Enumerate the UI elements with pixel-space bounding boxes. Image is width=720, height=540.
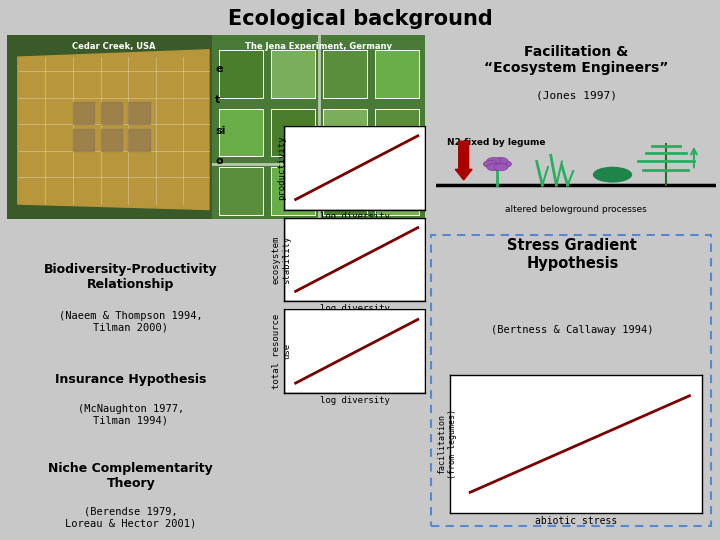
Ellipse shape bbox=[593, 167, 632, 183]
Text: Biodiversity-Productivity
Relationship: Biodiversity-Productivity Relationship bbox=[44, 262, 217, 291]
Polygon shape bbox=[18, 50, 209, 210]
Ellipse shape bbox=[494, 164, 508, 171]
Bar bbox=[375, 50, 420, 98]
X-axis label: abiotic stress: abiotic stress bbox=[535, 516, 617, 526]
Bar bbox=[323, 109, 367, 156]
Text: Insurance Hypothesis: Insurance Hypothesis bbox=[55, 373, 207, 386]
Y-axis label: productivity: productivity bbox=[277, 136, 286, 200]
Bar bbox=[219, 109, 264, 156]
Text: Stress Gradient
Hypothesis: Stress Gradient Hypothesis bbox=[508, 239, 637, 271]
Text: (Bertness & Callaway 1994): (Bertness & Callaway 1994) bbox=[491, 326, 654, 335]
X-axis label: log diversity: log diversity bbox=[320, 396, 390, 405]
Text: si: si bbox=[215, 126, 225, 136]
Text: e: e bbox=[215, 64, 222, 74]
Ellipse shape bbox=[487, 164, 501, 171]
Bar bbox=[128, 129, 150, 151]
Text: (McNaughton 1977,
Tilman 1994): (McNaughton 1977, Tilman 1994) bbox=[78, 404, 184, 426]
Text: (Naeem & Thompson 1994,
Tilman 2000): (Naeem & Thompson 1994, Tilman 2000) bbox=[59, 310, 203, 332]
FancyBboxPatch shape bbox=[431, 235, 711, 526]
Bar bbox=[101, 129, 122, 151]
Text: altered belowground processes: altered belowground processes bbox=[505, 205, 647, 214]
Bar bbox=[219, 167, 264, 215]
Bar bbox=[101, 102, 122, 124]
Y-axis label: ecosystem
stability: ecosystem stability bbox=[272, 235, 292, 284]
Bar bbox=[329, 140, 355, 154]
Text: Facilitation &
“Ecosystem Engineers”: Facilitation & “Ecosystem Engineers” bbox=[484, 45, 668, 76]
Text: Cedar Creek, USA: Cedar Creek, USA bbox=[72, 43, 155, 51]
Y-axis label: facilitation
(from legumes): facilitation (from legumes) bbox=[438, 409, 457, 479]
X-axis label: log diversity: log diversity bbox=[320, 304, 390, 313]
Bar bbox=[73, 129, 94, 151]
X-axis label: log diversity: log diversity bbox=[320, 212, 390, 221]
Bar bbox=[73, 102, 94, 124]
Text: Niche Complementarity
Theory: Niche Complementarity Theory bbox=[48, 462, 213, 490]
Bar bbox=[128, 102, 150, 124]
Ellipse shape bbox=[494, 158, 508, 165]
Bar bbox=[375, 109, 420, 156]
Bar bbox=[271, 50, 315, 98]
Ellipse shape bbox=[487, 158, 501, 165]
Bar bbox=[219, 50, 264, 98]
Bar bbox=[271, 109, 315, 156]
Bar bbox=[323, 167, 367, 215]
FancyArrow shape bbox=[455, 141, 472, 180]
Bar bbox=[271, 167, 315, 215]
Text: t: t bbox=[215, 95, 220, 105]
Ellipse shape bbox=[483, 160, 498, 167]
Bar bbox=[375, 167, 420, 215]
Ellipse shape bbox=[498, 160, 511, 167]
Y-axis label: total resource
use: total resource use bbox=[272, 314, 292, 389]
Text: The Jena Experiment, Germany: The Jena Experiment, Germany bbox=[245, 43, 392, 51]
Text: N2 fixed by legume: N2 fixed by legume bbox=[447, 138, 545, 147]
Text: Ecological background: Ecological background bbox=[228, 9, 492, 30]
Bar bbox=[323, 50, 367, 98]
Text: (Berendse 1979,
Loreau & Hector 2001): (Berendse 1979, Loreau & Hector 2001) bbox=[66, 507, 197, 528]
Text: (Jones 1997): (Jones 1997) bbox=[536, 91, 616, 100]
Text: o: o bbox=[215, 156, 223, 166]
